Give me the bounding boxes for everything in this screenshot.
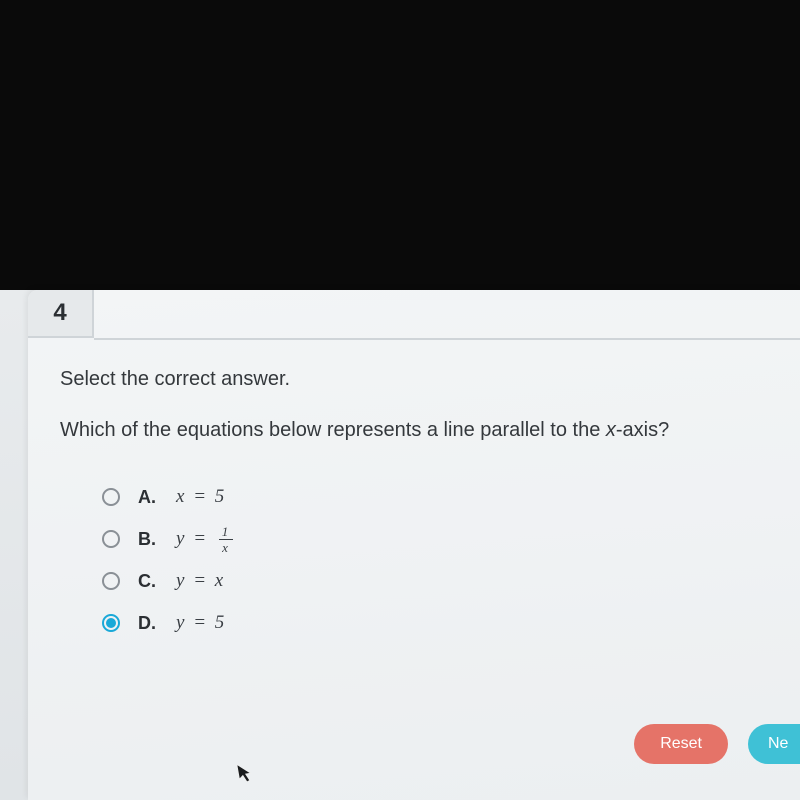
header-divider: [94, 338, 800, 340]
radio-a[interactable]: [102, 488, 120, 506]
option-c-letter: C.: [138, 571, 176, 592]
option-d-equation: y = 5: [176, 612, 226, 634]
option-b[interactable]: B. y = 1 x: [102, 518, 780, 560]
cursor-icon: [236, 761, 257, 791]
question-number-tab: 4: [28, 290, 94, 338]
reset-button[interactable]: Reset: [634, 724, 728, 764]
option-b-equation: y = 1 x: [176, 525, 233, 554]
options-group: A. x = 5 B. y = 1 x: [102, 476, 780, 644]
question-suffix: -axis?: [616, 419, 669, 441]
question-text: Which of the equations below represents …: [60, 419, 780, 442]
option-b-letter: B.: [138, 529, 176, 550]
fraction-icon: 1 x: [219, 525, 234, 554]
option-a[interactable]: A. x = 5: [102, 476, 780, 518]
option-c-equation: y = x: [176, 570, 225, 592]
instruction-text: Select the correct answer.: [60, 368, 780, 391]
radio-c[interactable]: [102, 572, 120, 590]
next-button[interactable]: Ne: [748, 724, 800, 764]
option-a-letter: A.: [138, 487, 176, 508]
question-panel: 4 Select the correct answer. Which of th…: [28, 290, 800, 800]
question-content: Select the correct answer. Which of the …: [60, 368, 780, 644]
question-prefix: Which of the equations below represents …: [60, 419, 606, 441]
radio-d[interactable]: [102, 614, 120, 632]
option-d-letter: D.: [138, 613, 176, 634]
option-d[interactable]: D. y = 5: [102, 602, 780, 644]
question-variable: x: [606, 419, 616, 441]
option-c[interactable]: C. y = x: [102, 560, 780, 602]
action-buttons: Reset Ne: [634, 724, 800, 764]
screen-area: 4 Select the correct answer. Which of th…: [0, 290, 800, 800]
question-number: 4: [53, 299, 66, 327]
option-a-equation: x = 5: [176, 486, 226, 508]
radio-b[interactable]: [102, 530, 120, 548]
